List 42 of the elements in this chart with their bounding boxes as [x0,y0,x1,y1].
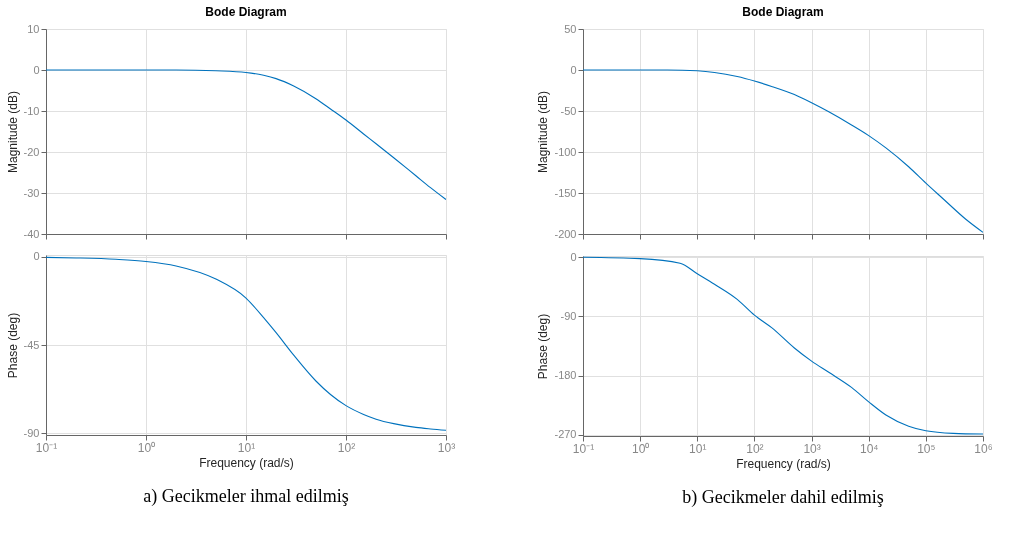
x-tick-label: 10⁻¹ [572,441,595,456]
text: a) Gecikmeler ihmal edilmiş [143,486,349,507]
x-tick-label: 10¹ [689,441,707,456]
y-tick-label: -45 [23,338,40,351]
y-axis-title: Magnitude (dB) [536,90,551,174]
y-tick-label: -50 [560,104,577,117]
y-axis-title: Magnitude (dB) [5,90,20,174]
y-tick-label: -30 [23,186,40,199]
y-tick-label: 50 [564,22,577,35]
x-tick-label: 10⁻¹ [35,440,58,455]
y-axis-title: Phase (deg) [536,313,551,380]
x-tick-label: 10⁴ [859,441,879,456]
x-tick-label: 10³ [437,440,456,455]
x-tick-label: 10² [337,440,356,455]
y-tick-label: -20 [23,145,40,158]
y-tick-label: -270 [554,428,577,441]
y-tick-label: -200 [554,227,577,240]
y-tick-label: 0 [570,63,577,76]
y-tick-label: 0 [33,250,40,263]
y-tick-label: -10 [23,104,40,117]
x-tick-label: 10² [746,441,764,456]
y-tick-label: -150 [554,186,577,199]
x-tick-label: 10¹ [237,440,256,455]
y-tick-label: -90 [560,309,577,322]
y-tick-label: -40 [23,227,40,240]
y-tick-label: -90 [23,426,40,439]
x-axis-title: Frequency (rad/s) [736,456,831,471]
x-tick-label: 10⁰ [137,440,156,455]
x-tick-label: 10³ [803,441,821,456]
y-tick-label: -100 [554,145,577,158]
x-tick-label: 10⁰ [631,441,650,456]
y-tick-label: 0 [570,250,577,263]
y-axis-title: Phase (deg) [5,312,20,379]
y-tick-label: 0 [33,63,40,76]
chart-title: Bode Diagram [205,5,287,19]
y-tick-label: 10 [27,22,40,35]
chart-title: Bode Diagram [742,5,824,19]
y-tick-label: -180 [554,369,577,382]
text: b) Gecikmeler dahil edilmiş [682,487,884,508]
x-tick-label: 10⁵ [917,441,936,456]
x-axis-title: Frequency (rad/s) [199,455,294,470]
x-tick-label: 10⁶ [974,441,993,456]
